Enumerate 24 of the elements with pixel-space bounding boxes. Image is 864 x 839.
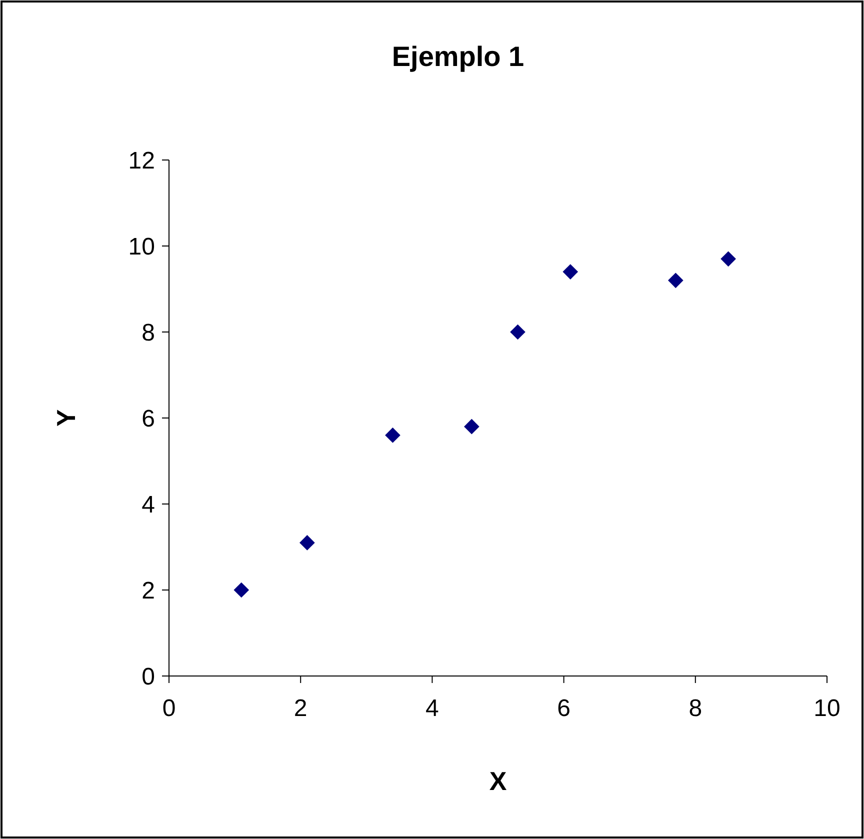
y-tick-label: 0 bbox=[142, 663, 155, 690]
y-tick-label: 4 bbox=[142, 491, 155, 518]
chart-title: Ejemplo 1 bbox=[392, 41, 524, 72]
x-tick-label: 8 bbox=[688, 695, 702, 722]
point bbox=[668, 272, 684, 288]
x-tick-label: 10 bbox=[814, 695, 840, 722]
y-tick-label: 6 bbox=[142, 405, 155, 432]
y-tick-label: 8 bbox=[142, 319, 155, 346]
point bbox=[385, 428, 400, 443]
y-tick-label: 12 bbox=[128, 147, 155, 174]
point bbox=[300, 535, 315, 550]
y-axis-title: Y bbox=[51, 409, 81, 427]
point bbox=[562, 264, 578, 280]
point bbox=[234, 582, 250, 598]
point bbox=[464, 418, 480, 434]
x-tick-label: 0 bbox=[162, 695, 176, 722]
y-tick-label: 2 bbox=[142, 577, 155, 604]
point bbox=[720, 251, 736, 267]
x-tick-label: 2 bbox=[294, 695, 308, 722]
y-tick-label: 10 bbox=[128, 233, 155, 260]
x-tick-label: 6 bbox=[557, 695, 570, 722]
point bbox=[510, 324, 526, 340]
x-axis-title: X bbox=[489, 766, 508, 796]
x-tick-label: 4 bbox=[426, 695, 439, 722]
